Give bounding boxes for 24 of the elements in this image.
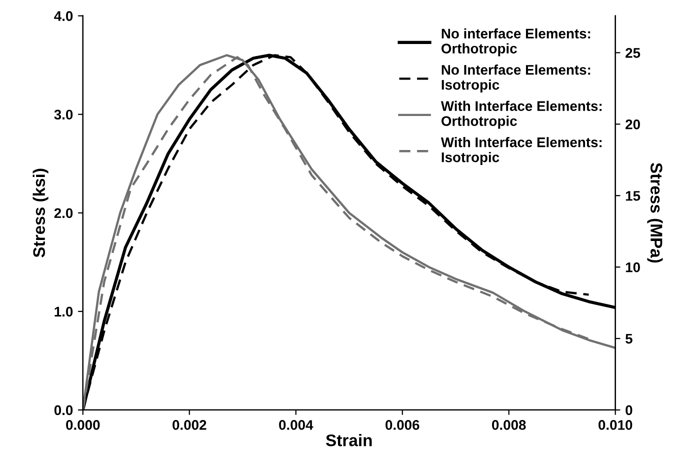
y2-tick-label: 15 [626, 191, 640, 201]
x-tick-label: 0.002 [172, 420, 206, 430]
y2-tick-label: 5 [626, 334, 632, 344]
x-tick-label: 0.010 [598, 420, 632, 430]
x-tick-label: 0.008 [492, 420, 526, 430]
y-axis-title: Stress (ksi) [32, 168, 48, 258]
y2-tick-label: 10 [626, 262, 640, 272]
x-tick-label: 0.000 [66, 420, 100, 430]
y2-tick-label: 20 [626, 119, 640, 130]
x-tick-label: 0.006 [386, 420, 420, 430]
legend-label: With Interface Elements: Isotropic [440, 137, 602, 165]
x-axis-title: Strain [326, 434, 372, 446]
y-tick-label: 4.0 [54, 11, 73, 21]
y2-tick-label: 0 [626, 405, 632, 416]
x-tick-label: 0.004 [279, 420, 314, 430]
y-tick-label: 1.0 [54, 306, 73, 317]
y-tick-label: 3.0 [54, 110, 73, 120]
y2-axis-title: Stress (MPa) [647, 162, 663, 263]
y-tick-label: 2.0 [54, 208, 73, 218]
legend-label: No Interface Elements: Isotropic [442, 64, 590, 92]
y2-tick-label: 25 [626, 48, 640, 58]
y-tick-label: 0.0 [54, 405, 73, 416]
legend-label: With Interface Elements: Orthotropic [440, 100, 602, 129]
legend-label: No interface Elements: Orthotropic [441, 28, 590, 56]
